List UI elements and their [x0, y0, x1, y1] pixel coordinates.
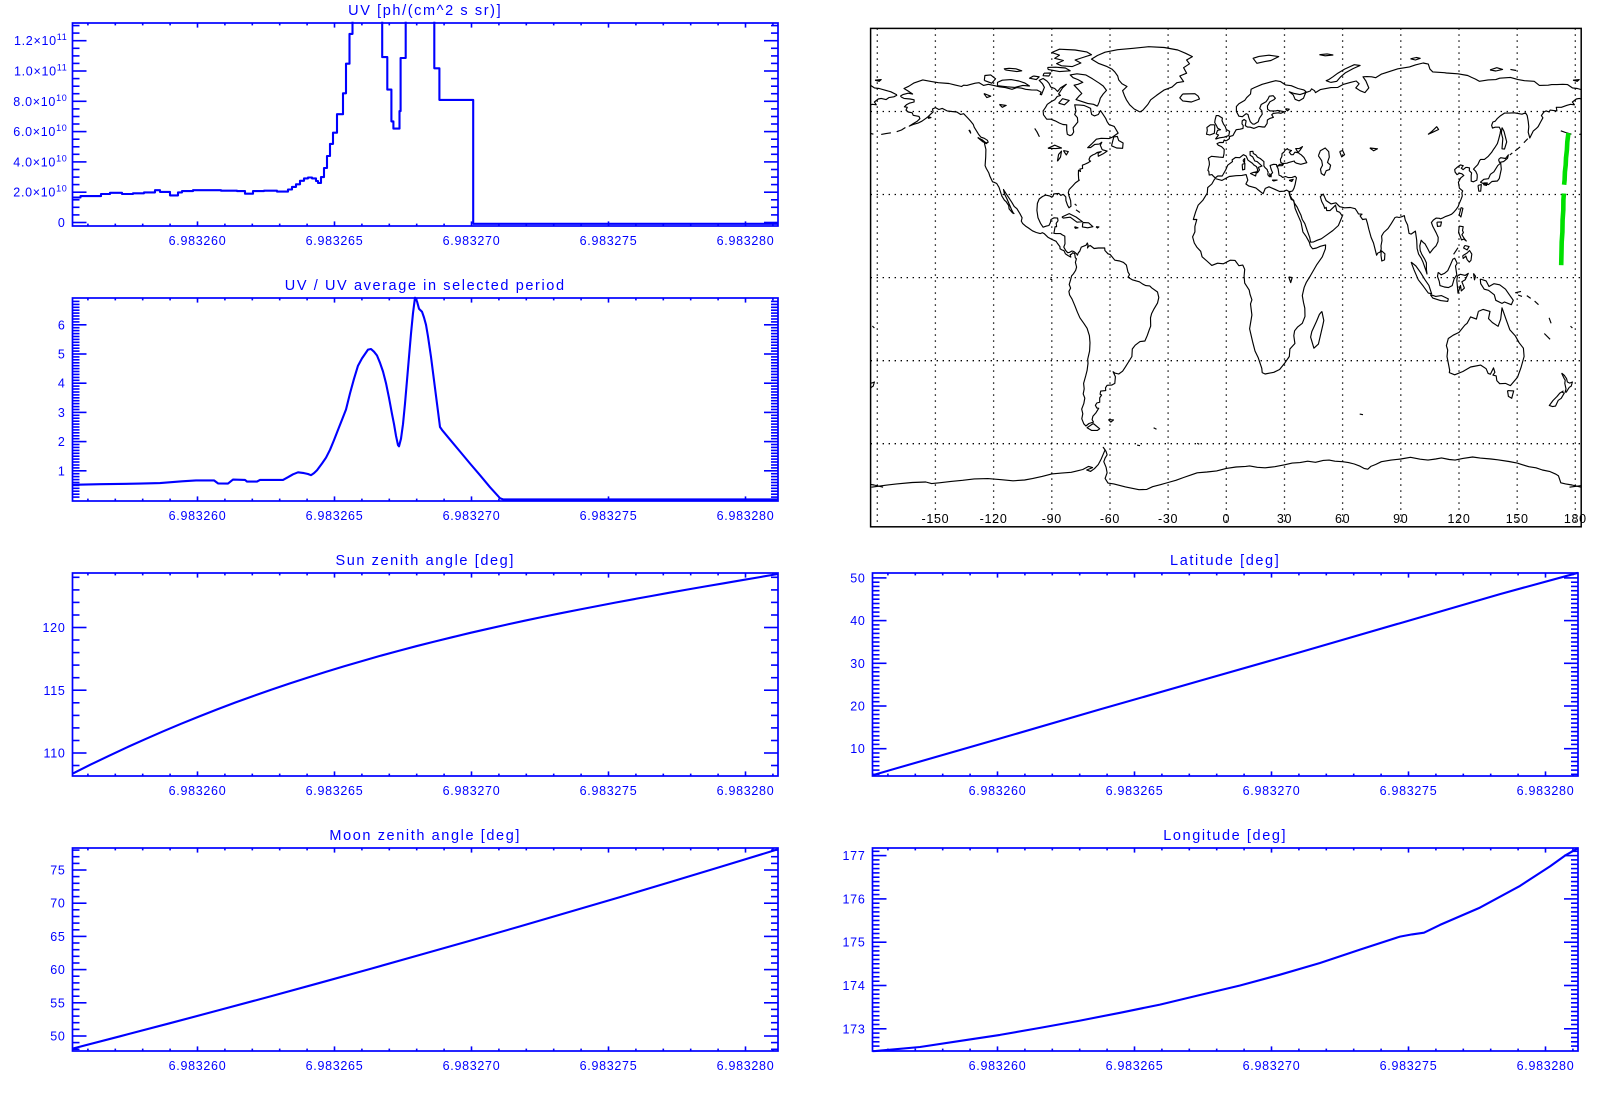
svg-text:6.983265: 6.983265: [1106, 784, 1164, 798]
svg-text:Moon zenith angle [deg]: Moon zenith angle [deg]: [329, 828, 521, 844]
svg-text:70: 70: [50, 897, 65, 911]
svg-text:6.983275: 6.983275: [580, 234, 638, 248]
svg-text:6.0×1010: 6.0×1010: [13, 123, 67, 139]
svg-text:6.983260: 6.983260: [969, 784, 1027, 798]
svg-text:10: 10: [850, 742, 865, 756]
svg-text:8.0×1010: 8.0×1010: [13, 93, 67, 109]
svg-text:-60: -60: [1100, 512, 1120, 526]
svg-text:6.983275: 6.983275: [580, 1059, 638, 1073]
svg-text:-30: -30: [1158, 512, 1178, 526]
svg-text:120: 120: [1448, 512, 1471, 526]
svg-text:60: 60: [1335, 512, 1350, 526]
svg-text:6.983280: 6.983280: [717, 509, 775, 523]
svg-text:173: 173: [843, 1022, 866, 1036]
svg-text:3: 3: [58, 406, 66, 420]
svg-text:6.983270: 6.983270: [1243, 1059, 1301, 1073]
svg-text:75: 75: [50, 864, 65, 878]
svg-text:65: 65: [50, 930, 65, 944]
svg-text:6.983280: 6.983280: [717, 1059, 775, 1073]
svg-text:6.983275: 6.983275: [1380, 1059, 1438, 1073]
svg-text:6.983265: 6.983265: [306, 1059, 364, 1073]
svg-text:150: 150: [1506, 512, 1529, 526]
svg-text:50: 50: [850, 571, 865, 585]
svg-text:175: 175: [843, 936, 866, 950]
svg-text:30: 30: [1277, 512, 1292, 526]
svg-text:6.983260: 6.983260: [169, 509, 227, 523]
svg-text:2.0×1010: 2.0×1010: [13, 184, 67, 200]
svg-text:Sun zenith angle [deg]: Sun zenith angle [deg]: [335, 553, 515, 569]
svg-text:20: 20: [850, 700, 865, 714]
svg-text:5: 5: [58, 348, 66, 362]
svg-text:6.983270: 6.983270: [443, 234, 501, 248]
svg-text:UV [ph/(cm^2 s sr)]: UV [ph/(cm^2 s sr)]: [348, 3, 502, 19]
svg-text:6.983265: 6.983265: [1106, 1059, 1164, 1073]
svg-text:6.983280: 6.983280: [717, 784, 775, 798]
svg-text:6.983275: 6.983275: [580, 509, 638, 523]
svg-text:115: 115: [43, 684, 65, 698]
svg-text:177: 177: [843, 849, 866, 863]
svg-text:6.983260: 6.983260: [169, 784, 227, 798]
svg-text:90: 90: [1393, 512, 1408, 526]
svg-text:40: 40: [850, 614, 865, 628]
svg-text:6.983270: 6.983270: [443, 1059, 501, 1073]
svg-text:0: 0: [58, 216, 66, 230]
svg-text:6.983280: 6.983280: [717, 234, 775, 248]
svg-text:1.2×1011: 1.2×1011: [14, 32, 68, 48]
svg-text:4.0×1010: 4.0×1010: [13, 153, 67, 169]
svg-text:6.983270: 6.983270: [1243, 784, 1301, 798]
svg-text:174: 174: [843, 979, 866, 993]
svg-text:2: 2: [58, 435, 66, 449]
svg-text:110: 110: [43, 747, 65, 761]
svg-text:55: 55: [50, 996, 65, 1010]
svg-text:120: 120: [43, 621, 66, 635]
svg-text:-120: -120: [980, 512, 1008, 526]
svg-text:UV / UV average in selected pe: UV / UV average in selected period: [285, 278, 566, 294]
svg-text:6.983260: 6.983260: [169, 234, 227, 248]
svg-text:6.983265: 6.983265: [306, 234, 364, 248]
svg-text:6.983260: 6.983260: [169, 1059, 227, 1073]
svg-text:Longitude [deg]: Longitude [deg]: [1163, 828, 1287, 844]
svg-text:6.983275: 6.983275: [1380, 784, 1438, 798]
svg-text:6.983265: 6.983265: [306, 509, 364, 523]
svg-text:6: 6: [58, 318, 66, 332]
svg-text:6.983280: 6.983280: [1517, 784, 1575, 798]
svg-text:1.0×1011: 1.0×1011: [14, 63, 68, 79]
svg-text:4: 4: [58, 377, 66, 391]
svg-text:60: 60: [50, 963, 65, 977]
svg-text:6.983270: 6.983270: [443, 784, 501, 798]
svg-text:1: 1: [58, 464, 66, 478]
svg-text:-90: -90: [1042, 512, 1062, 526]
svg-text:-150: -150: [921, 512, 949, 526]
svg-text:6.983260: 6.983260: [969, 1059, 1027, 1073]
svg-text:6.983280: 6.983280: [1517, 1059, 1575, 1073]
svg-text:6.983275: 6.983275: [580, 784, 638, 798]
svg-text:176: 176: [843, 892, 866, 906]
svg-text:30: 30: [850, 657, 865, 671]
svg-text:6.983265: 6.983265: [306, 784, 364, 798]
svg-text:50: 50: [50, 1030, 65, 1044]
svg-text:180: 180: [1564, 512, 1587, 526]
svg-text:Latitude [deg]: Latitude [deg]: [1170, 553, 1280, 569]
svg-text:0: 0: [1222, 512, 1230, 526]
svg-text:6.983270: 6.983270: [443, 509, 501, 523]
